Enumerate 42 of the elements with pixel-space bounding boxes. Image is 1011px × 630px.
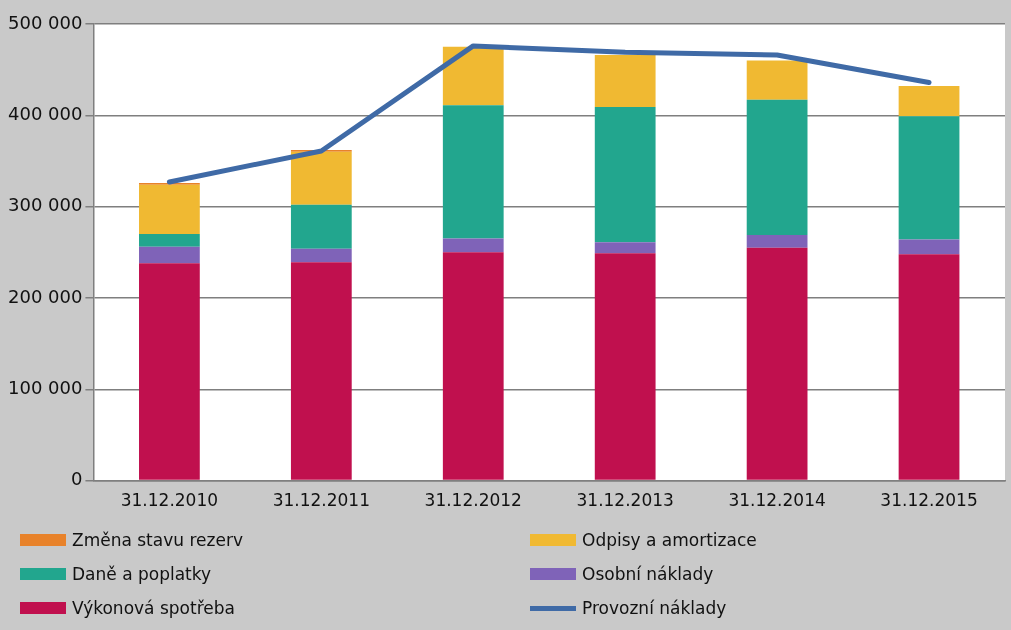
x-tick-label: 31.12.2011 [272,490,370,511]
bar [290,204,352,249]
bar [898,86,960,117]
bar [594,107,656,243]
bar [139,234,200,247]
y-tick-label: 100 000 [8,376,83,398]
y-tick-label: 400 000 [8,102,83,124]
x-tick-label: 31.12.2015 [880,490,978,511]
legend-label: Osobní náklady [582,564,714,584]
bar [746,60,808,100]
legend-label: Změna stavu rezerv [72,530,243,550]
x-tick-label: 31.12.2013 [576,490,674,511]
bar [746,247,808,480]
legend-label: Odpisy a amortizace [582,530,757,550]
y-tick-label: 300 000 [8,194,83,216]
y-tick-label: 200 000 [8,285,83,307]
bar [442,238,504,253]
x-tick-label: 31.12.2014 [728,490,826,511]
bar [290,262,352,480]
bar [594,242,656,254]
legend-label: Daně a poplatky [72,564,212,584]
bar [898,254,960,480]
bar [898,239,960,255]
bar [139,184,200,235]
x-tick-label: 31.12.2010 [120,490,219,511]
bar [746,99,808,235]
bar [442,105,504,239]
legend-label: Provozní náklady [582,598,727,618]
bar [290,151,352,205]
bar [290,248,352,263]
bar [442,252,504,480]
x-tick-label: 31.12.2012 [424,490,522,511]
bar [746,234,808,248]
bar [139,246,200,264]
bar [442,46,504,106]
bar [139,263,200,480]
y-tick-label: 0 [70,468,83,490]
bar [898,116,960,240]
legend-label: Výkonová spotřeba [72,598,235,618]
bar [594,55,656,108]
bar [594,253,656,480]
y-tick-label: 500 000 [8,11,83,33]
